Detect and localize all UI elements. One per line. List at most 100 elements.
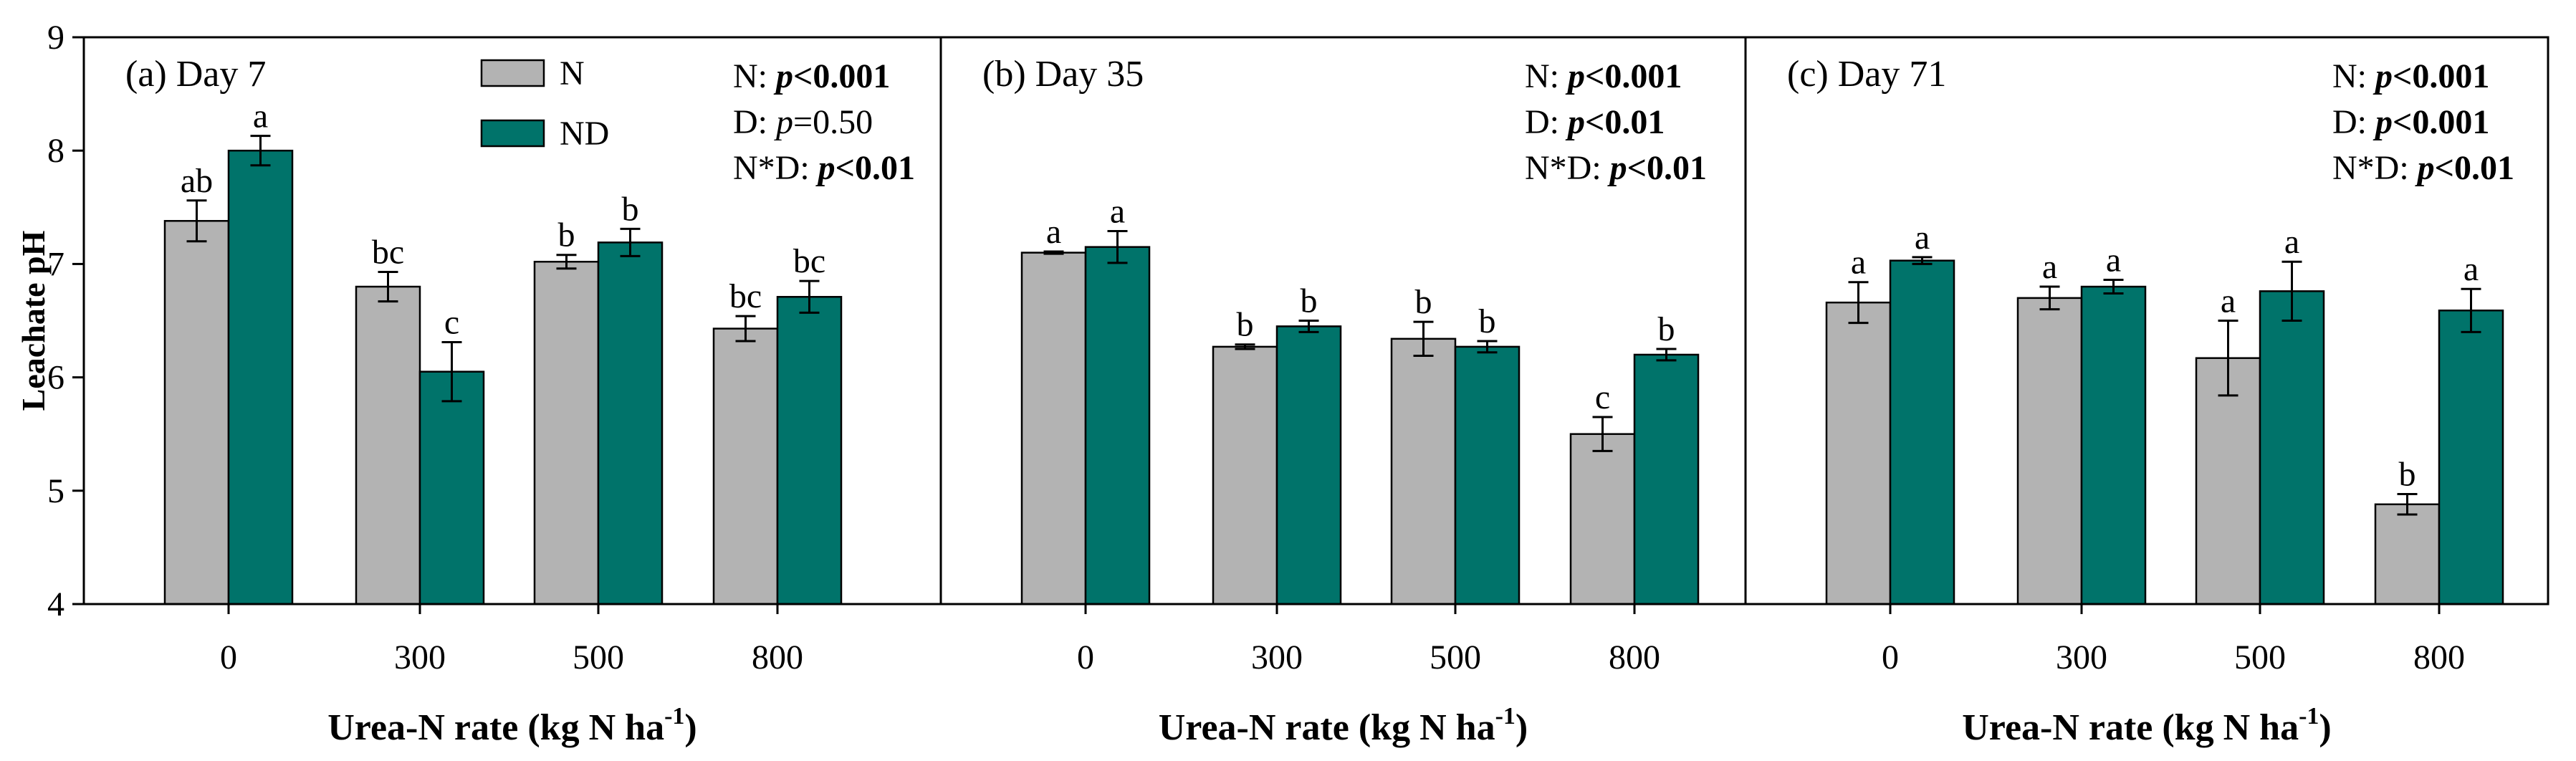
x-axis-label-main: Urea-N rate (kg N ha [1159, 707, 1495, 748]
legend-label: ND [560, 115, 609, 153]
x-tick-label: 500 [2234, 638, 2286, 676]
stat-value: 0.001 [813, 57, 890, 95]
bar-n-0 [163, 220, 230, 606]
stat-p: p [1607, 149, 1627, 187]
bar-n-500 [1390, 338, 1457, 606]
significance-letter: b [1479, 302, 1496, 340]
error-bar [2281, 260, 2302, 322]
bar-nd-300 [1275, 325, 1342, 606]
bar-nd-0 [1889, 259, 1955, 606]
significance-letter: ab [181, 162, 213, 200]
error-bar [620, 227, 641, 257]
stat-label: N: [733, 57, 776, 95]
bar-n-800 [712, 327, 779, 606]
stat-p: p [2372, 57, 2393, 95]
bar-n-500 [2195, 357, 2261, 606]
stat-label: D: [2332, 103, 2375, 141]
y-tick-label: 9 [47, 19, 64, 57]
stat-value: 0.001 [2412, 57, 2489, 95]
bar-nd-800 [1633, 353, 1700, 606]
stat-relation: < [793, 57, 813, 95]
stat-label: N*D: [733, 149, 818, 187]
legend-swatch-n [480, 59, 545, 87]
stat-line: D: p=0.50 [733, 103, 873, 141]
stat-value: 0.01 [1647, 149, 1707, 187]
stat-line: N: p<0.001 [2332, 57, 2489, 95]
y-tick-label: 6 [47, 359, 64, 397]
stat-value: 0.50 [813, 103, 873, 141]
significance-letter: b [1658, 310, 1675, 348]
x-tick-label: 0 [220, 638, 237, 676]
stat-line: D: p<0.01 [1525, 103, 1665, 141]
x-axis-label-main: Urea-N rate (kg N ha [1962, 707, 2299, 748]
legend-swatch-nd [480, 119, 545, 148]
significance-letter: c [444, 304, 459, 342]
stat-label: D: [733, 103, 776, 141]
significance-letter: a [2221, 282, 2236, 320]
stat-p: p [774, 103, 793, 141]
x-tick-label: 500 [1430, 638, 1481, 676]
significance-letter: a [2284, 223, 2299, 261]
stat-p: p [815, 149, 835, 187]
bar-n-0 [1825, 301, 1892, 606]
error-bar [2461, 287, 2481, 333]
significance-letter: a [1046, 213, 1061, 251]
x-tick-label: 300 [2056, 638, 2107, 676]
bar-n-300 [355, 285, 421, 606]
error-bar [1413, 320, 1434, 358]
significance-letter: b [1301, 282, 1318, 320]
error-bar [735, 315, 756, 343]
stat-relation: < [1627, 149, 1647, 187]
stat-label: D: [1525, 103, 1568, 141]
significance-letter: b [622, 190, 639, 228]
stat-value: 0.01 [2454, 149, 2514, 187]
stat-value: 0.001 [1604, 57, 1682, 95]
legend: N ND [480, 54, 609, 153]
x-axis-label-superscript: -1 [664, 703, 684, 729]
x-axis-label-superscript: -1 [2299, 703, 2319, 729]
stat-line: N*D: p<0.01 [733, 149, 915, 187]
error-bar [1848, 281, 1869, 325]
bar-n-300 [2016, 297, 2083, 606]
bar-n-800 [2374, 503, 2441, 606]
error-bar [1235, 343, 1255, 350]
y-tick-label: 8 [47, 132, 64, 170]
x-axis-label: Urea-N rate (kg N ha-1) [1962, 703, 2331, 748]
error-bar [2039, 285, 2060, 311]
y-tick-label: 4 [47, 585, 64, 623]
stat-relation: < [2435, 149, 2454, 187]
significance-letter: a [1851, 244, 1866, 282]
error-bar [556, 254, 577, 270]
stat-p: p [773, 57, 793, 95]
stat-p: p [2372, 103, 2393, 141]
stat-value: 0.01 [855, 149, 915, 187]
significance-letter: b [1415, 283, 1432, 321]
x-axis-label: Urea-N rate (kg N ha-1) [1159, 703, 1528, 748]
stat-line: N: p<0.001 [733, 57, 890, 95]
error-bar [1656, 348, 1677, 362]
error-bar [2397, 493, 2418, 516]
x-axis-label: Urea-N rate (kg N ha-1) [327, 703, 696, 748]
significance-letter: bc [793, 242, 825, 280]
x-axis-label-superscript: -1 [1495, 703, 1516, 729]
error-bar [186, 199, 207, 243]
significance-letter: a [1915, 219, 1930, 257]
stat-p: p [2415, 149, 2435, 187]
significance-letter: bc [372, 233, 404, 271]
panel-title: (c) Day 71 [1787, 54, 1946, 95]
stat-line: N*D: p<0.01 [1525, 149, 1707, 187]
stat-relation: < [1585, 103, 1604, 141]
significance-letter: b [2399, 456, 2416, 494]
stat-relation: < [2393, 103, 2412, 141]
bar-n-0 [1020, 252, 1087, 606]
bar-nd-300 [418, 370, 485, 606]
error-bar [1912, 256, 1933, 265]
bar-nd-800 [2438, 310, 2504, 606]
stat-line: N: p<0.001 [1525, 57, 1682, 95]
x-axis-label-main: Urea-N rate (kg N ha [327, 707, 664, 748]
significance-letter: a [2106, 241, 2121, 279]
stat-line: D: p<0.001 [2332, 103, 2489, 141]
